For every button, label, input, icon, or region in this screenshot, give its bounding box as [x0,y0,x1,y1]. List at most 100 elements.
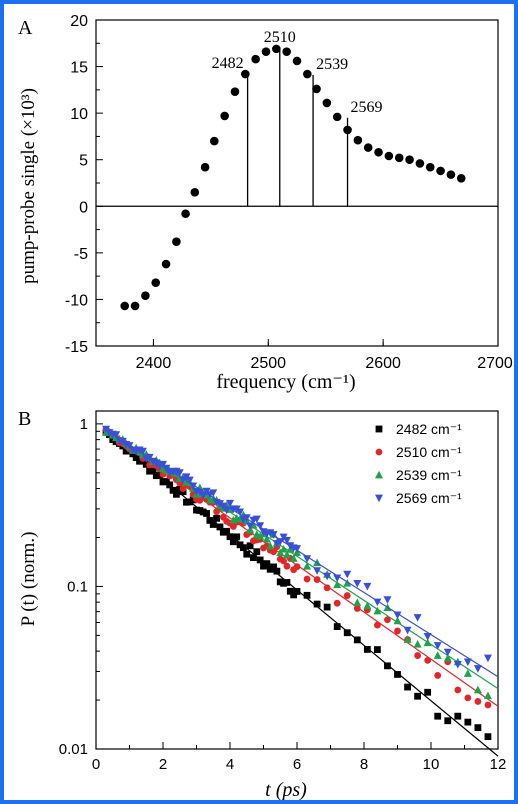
panel-b-legend-label: 2510 cm⁻¹ [396,444,462,460]
panel-b-data-point [473,665,482,673]
panel-b-data-point [156,471,164,479]
panel-b-data-point [393,616,402,625]
panel-b-data-point [443,653,452,662]
panel-b-x-axis-label: t (ps) [265,779,307,800]
panel-a-data-point [425,162,435,172]
panel-b-data-point [313,567,322,575]
panel-b-data-point [243,550,251,558]
panel-b-data-point [185,476,194,485]
panel-b-data-point [384,616,391,624]
panel-b-data-point [263,560,271,568]
panel-b-x-tick-label: 8 [360,756,368,773]
panel-a-y-tick-label: 10 [70,106,88,123]
panel-b-data-point [259,528,268,536]
panel-a-data-point [363,143,373,152]
panel-b-data-point [363,646,371,653]
panel-b-data-point [112,431,121,439]
panel-a-data-point [394,153,404,163]
panel-b-legend-marker [375,448,383,456]
panel-b-data-point [403,635,412,643]
panel-b-data-point [282,536,291,545]
panel-a-data-point [241,69,250,79]
panel-b-data-point [253,548,261,556]
panel-b-data-point [222,506,231,515]
panel-b-data-point [323,572,332,581]
panel-a-y-tick-label: 20 [70,13,88,30]
panel-b-data-point [423,633,432,641]
panel-b-data-point [256,532,265,540]
panel-a-data-point [374,147,383,157]
panel-a-data-point [210,136,219,146]
panel-a-data-point [322,98,332,108]
panel-b-data-point [223,527,231,535]
panel-a-data-point [220,111,229,121]
panel-b-data-point [343,570,352,579]
panel-a-label: A [18,17,33,39]
panel-a-data-point [415,159,425,168]
panel-a-data-point [446,170,456,179]
panel-a-marker-label: 2510 [264,29,296,46]
panel-a-x-tick-label: 2700 [477,355,513,372]
panel-b-data-point [414,652,421,659]
panel-b-data-point [286,542,295,550]
panel-b-data-point [283,562,291,570]
panel-b-data-point [175,469,184,477]
panel-a-data-point [230,87,240,97]
panel-b-data-point [313,600,321,608]
panel-a-y-tick-label: -5 [74,246,88,263]
panel-a-data-point [141,291,150,301]
panel-b-legend: 2482 cm⁻¹ 2510 cm⁻¹ 2539 cm⁻¹ 2569 cm⁻¹ [375,421,462,506]
panel-b-data-point [463,669,472,677]
panel-a-data-point [200,162,210,172]
panel-a-x-tick-label: 2400 [136,355,172,372]
panel-a-marks: 2482 2510 2539 2569 [96,29,498,311]
panel-b-data-point [424,656,432,664]
panel-b-data-point [353,636,361,644]
panel-a-ticks: 2400 2500 2600 2700 -15 -10 -5 0 5 10 15 20 [65,13,513,372]
panel-b-data-point [413,614,422,622]
panel-b-data-point [142,460,150,468]
panel-b-data-point [203,510,210,517]
panel-b-data-point [289,554,298,562]
panel-b-data-point [219,502,228,511]
panel-b-data-point [404,683,411,691]
panel-b-data-point [363,582,372,591]
panel-b-data-point [433,651,442,659]
panel-b-data-point [413,640,422,648]
panel-a-data-point [332,112,342,122]
panel-b-data-point [206,516,214,524]
panel-b-label: B [18,408,31,430]
panel-b-data-point [464,694,472,702]
panel-a-data-point [456,174,466,183]
panel-a: A frequency (cm⁻¹) pump-probe single (×1… [18,13,513,393]
panel-b-data-point [353,579,362,588]
panel-a-data-point [353,135,363,145]
panel-b-data-point [323,584,331,592]
panel-b-x-tick-label: 2 [159,756,167,773]
panel-b-data-point [213,514,220,522]
panel-b-data-point [256,556,264,564]
panel-b-marks [102,425,499,757]
panel-b-data-point [246,542,254,550]
panel-b-data-point [454,712,462,720]
panel-b-data-point [145,453,154,462]
panel-a-data-point [292,56,302,66]
panel-a-data-point [172,237,181,246]
panel-b-data-point [286,587,294,595]
panel-b-data-point [414,692,421,700]
panel-b-data-point [159,460,167,469]
panel-b-data-point [279,544,288,553]
panel-b-data-point [444,717,452,725]
figure: A frequency (cm⁻¹) pump-probe single (×1… [18,13,513,800]
panel-b-data-point [273,567,281,575]
panel-a-y-tick-label: -15 [65,339,88,356]
panel-a-data-point [405,155,414,165]
panel-b-data-point [293,563,301,571]
panel-b-legend-marker [375,470,383,479]
panel-a-data-point [190,188,200,197]
panel-b-data-point [132,454,140,462]
panel-b-data-point [233,533,241,541]
panel-b-data-point [363,601,372,610]
panel-b-legend-label: 2482 cm⁻¹ [396,421,462,437]
panel-a-x-tick-label: 2600 [365,355,401,372]
